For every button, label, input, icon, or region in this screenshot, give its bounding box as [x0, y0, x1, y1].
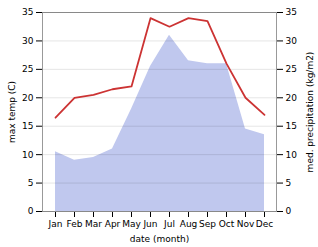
- svg-text:Aug: Aug: [180, 219, 198, 229]
- svg-text:Sep: Sep: [199, 219, 216, 229]
- svg-text:30: 30: [286, 36, 298, 46]
- svg-text:Dec: Dec: [256, 219, 273, 229]
- svg-text:max temp (C): max temp (C): [7, 81, 17, 143]
- svg-text:5: 5: [28, 178, 34, 188]
- svg-text:0: 0: [28, 206, 34, 216]
- svg-text:Feb: Feb: [67, 219, 83, 229]
- svg-text:10: 10: [286, 150, 298, 160]
- svg-text:25: 25: [22, 64, 33, 74]
- svg-text:Nov: Nov: [237, 219, 255, 229]
- svg-text:0: 0: [286, 206, 292, 216]
- svg-text:30: 30: [22, 36, 34, 46]
- svg-text:Jun: Jun: [142, 219, 157, 229]
- svg-text:15: 15: [286, 121, 297, 131]
- svg-text:35: 35: [286, 7, 297, 17]
- svg-text:25: 25: [286, 64, 297, 74]
- svg-text:10: 10: [22, 150, 34, 160]
- svg-text:15: 15: [22, 121, 33, 131]
- svg-text:20: 20: [22, 93, 34, 103]
- svg-text:date (month): date (month): [130, 234, 189, 244]
- svg-text:Mar: Mar: [85, 219, 102, 229]
- svg-text:20: 20: [286, 93, 298, 103]
- svg-text:Jan: Jan: [48, 219, 63, 229]
- svg-text:Jul: Jul: [163, 219, 175, 229]
- svg-text:May: May: [122, 219, 141, 229]
- svg-text:Apr: Apr: [105, 219, 121, 229]
- svg-text:35: 35: [22, 7, 33, 17]
- svg-text:Oct: Oct: [219, 219, 235, 229]
- svg-text:5: 5: [286, 178, 292, 188]
- svg-text:med. precipitation (kg/m2): med. precipitation (kg/m2): [305, 52, 315, 173]
